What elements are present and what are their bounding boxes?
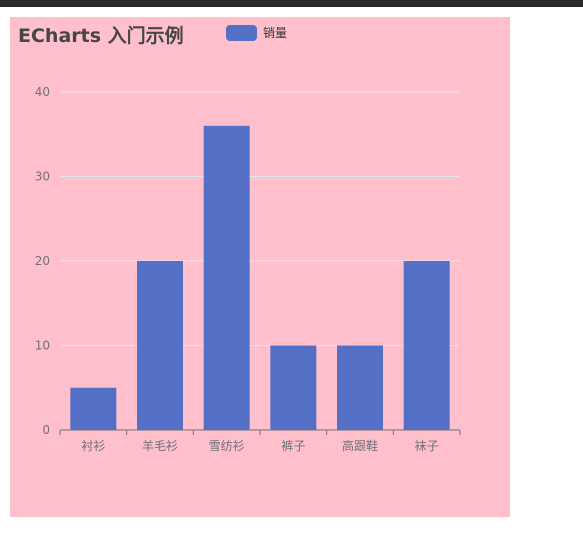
x-tick-label: 雪纺衫	[209, 439, 245, 453]
x-tick-label: 裤子	[281, 439, 305, 453]
bar-裤子	[270, 345, 317, 430]
legend[interactable]: 销量	[226, 24, 287, 41]
y-tick-label: 10	[35, 339, 50, 353]
bar-羊毛衫	[137, 261, 183, 430]
y-tick-label: 40	[35, 85, 50, 99]
x-tick-label: 高跟鞋	[342, 438, 378, 453]
bar-袜子	[403, 261, 450, 430]
y-tick-label: 30	[35, 170, 50, 184]
bar-chart-svg: 0 10 20 30 40 衬衫 羊毛衫 雪纺衫 裤子 高跟鞋 袜子	[35, 85, 461, 453]
bar-雪纺衫	[203, 125, 250, 431]
x-tick-label: 羊毛衫	[142, 438, 178, 453]
bar-衬衫	[70, 387, 117, 430]
x-tick-label: 衬衫	[81, 439, 105, 453]
x-tick-label: 袜子	[415, 439, 439, 453]
legend-label[interactable]: 销量	[263, 26, 288, 40]
y-tick-label: 0	[42, 423, 50, 437]
chart-title: ECharts 入门示例	[18, 25, 184, 47]
legend-swatch[interactable]	[226, 24, 257, 41]
y-tick-label: 20	[35, 254, 50, 268]
window-top-bar	[0, 0, 583, 7]
bar-高跟鞋	[337, 345, 383, 430]
chart-panel: ECharts 入门示例 销量 0 10 20 30 40 衬衫 羊毛衫 雪纺衫 裤子 高跟鞋 袜子	[10, 17, 510, 517]
